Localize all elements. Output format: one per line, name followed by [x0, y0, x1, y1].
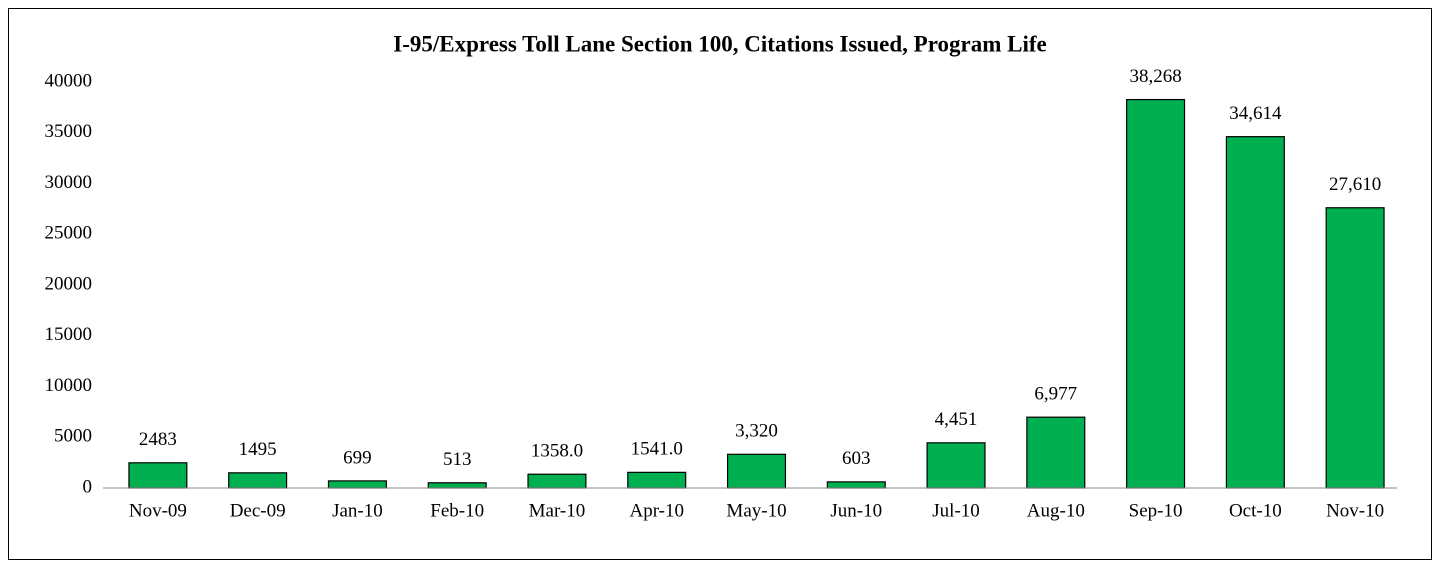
- bar: [627, 471, 687, 489]
- y-tick-label: 10000: [45, 375, 93, 396]
- bar: [327, 480, 387, 489]
- x-tick-label: Mar-10: [529, 500, 586, 521]
- chart-border: [8, 8, 1432, 560]
- y-tick-label: 20000: [45, 273, 93, 294]
- x-tick-label: Nov-09: [129, 500, 187, 521]
- value-label: 699: [343, 447, 372, 468]
- bar: [128, 462, 188, 489]
- y-tick-label: 30000: [45, 172, 93, 193]
- value-label: 2483: [139, 429, 177, 450]
- bar: [527, 473, 587, 489]
- y-tick-label: 35000: [45, 121, 93, 142]
- value-label: 34,614: [1229, 103, 1282, 124]
- bar: [826, 481, 886, 489]
- y-tick-label: 25000: [45, 223, 93, 244]
- bar: [228, 472, 288, 489]
- x-tick-label: Apr-10: [629, 500, 684, 521]
- x-tick-label: Jan-10: [332, 500, 383, 521]
- y-tick-label: 0: [83, 476, 93, 497]
- value-label: 513: [443, 449, 472, 470]
- x-tick-label: Jun-10: [830, 500, 882, 521]
- bar: [1325, 207, 1385, 489]
- bar: [726, 453, 787, 489]
- x-tick-label: Dec-09: [230, 500, 286, 521]
- value-label: 1358.0: [531, 441, 583, 462]
- x-tick-label: May-10: [726, 500, 786, 521]
- x-tick-label: Sep-10: [1129, 500, 1183, 521]
- value-label: 3,320: [735, 421, 778, 442]
- x-tick-label: Nov-10: [1326, 500, 1384, 521]
- value-label: 603: [842, 448, 871, 469]
- value-label: 27,610: [1329, 174, 1381, 195]
- bar: [926, 442, 986, 489]
- bar: [1126, 98, 1186, 489]
- y-tick-label: 5000: [54, 426, 92, 447]
- x-tick-label: Aug-10: [1027, 500, 1085, 521]
- x-tick-label: Oct-10: [1229, 500, 1282, 521]
- x-tick-label: Feb-10: [430, 500, 484, 521]
- bar: [1026, 416, 1086, 489]
- value-label: 38,268: [1129, 66, 1181, 87]
- x-tick-label: Jul-10: [932, 500, 980, 521]
- value-label: 1541.0: [631, 439, 683, 460]
- value-label: 4,451: [935, 409, 978, 430]
- value-label: 6,977: [1034, 384, 1077, 405]
- y-tick-label: 40000: [45, 70, 93, 91]
- bar: [1225, 136, 1285, 489]
- bar: [427, 482, 487, 489]
- value-label: 1495: [239, 439, 277, 460]
- chart-title: I-95/Express Toll Lane Section 100, Cita…: [393, 31, 1046, 56]
- y-tick-label: 15000: [45, 324, 93, 345]
